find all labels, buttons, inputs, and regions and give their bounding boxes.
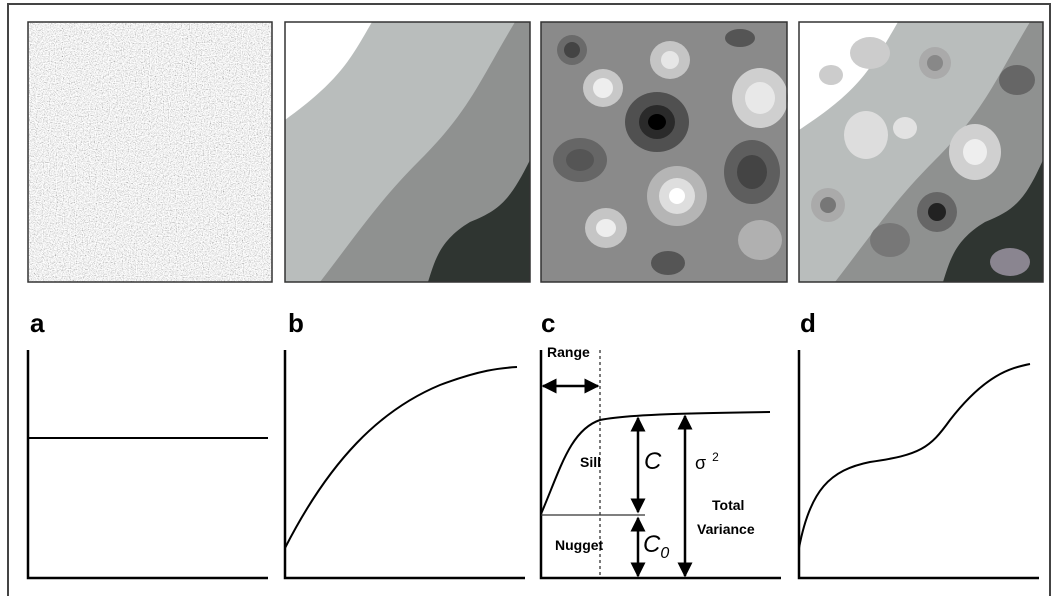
panel-border xyxy=(540,21,788,283)
c0-base: C xyxy=(643,531,661,558)
panel-border xyxy=(284,21,531,283)
panel-label: b xyxy=(288,308,304,338)
c0-subscript: 0 xyxy=(660,545,669,562)
c0-label: C0 xyxy=(643,531,669,562)
variance-label: Variance xyxy=(697,521,755,537)
sigma: σ xyxy=(695,453,706,473)
panel-label: c xyxy=(541,308,555,338)
nugget-label: Nugget xyxy=(555,537,604,553)
variogram-curve xyxy=(28,363,1031,549)
frame xyxy=(7,3,1051,596)
sill-label: Sill xyxy=(580,454,601,470)
combined-map xyxy=(799,22,1043,282)
panel-border xyxy=(27,21,273,283)
sigma-exponent: 2 xyxy=(712,450,719,464)
panel-label: d xyxy=(800,308,816,338)
panel-label: a xyxy=(30,308,45,338)
total-label: Total xyxy=(712,497,744,513)
range-label: Range xyxy=(547,344,590,360)
patch-map xyxy=(541,22,788,282)
noise-map xyxy=(28,22,272,282)
trend-map xyxy=(285,22,530,282)
panel-border xyxy=(798,21,1044,283)
variogram-annotations xyxy=(541,350,693,578)
c-label: C xyxy=(644,448,662,475)
axes xyxy=(26,350,1039,580)
